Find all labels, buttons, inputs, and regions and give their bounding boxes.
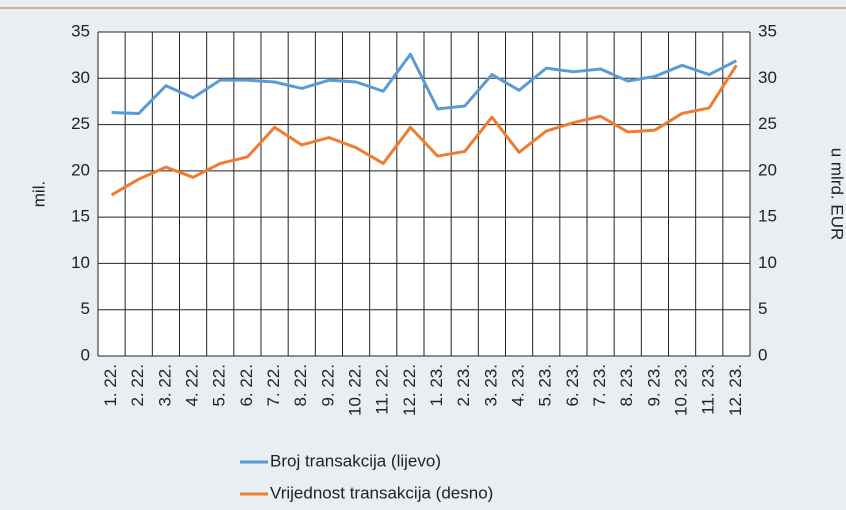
x-tick-label: 4. 23. [509,364,528,407]
y2-tick-label: 10 [758,253,777,272]
legend-label: Vrijednost transakcija (desno) [270,483,493,502]
x-tick-label: 11. 22. [373,364,392,415]
y2-tick-label: 25 [758,114,777,133]
y-tick-label: 0 [81,345,90,364]
x-tick-label: 2. 23. [454,364,473,407]
legend-label: Broj transakcija (lijevo) [270,451,441,470]
x-tick-label: 3. 22. [155,364,174,407]
x-tick-label: 9. 22. [318,364,337,407]
x-tick-label: 7. 22. [264,364,283,407]
x-tick-label: 5. 22. [210,364,229,407]
x-tick-label: 12. 22. [400,364,419,416]
y2-tick-label: 0 [758,345,767,364]
y2-tick-label: 30 [758,68,777,87]
x-tick-label: 4. 22. [183,364,202,407]
y-tick-label: 30 [71,68,90,87]
x-tick-label: 1. 23. [427,364,446,407]
x-tick-label: 12. 23. [726,364,745,416]
x-tick-label: 6. 23. [563,364,582,407]
y-tick-label: 10 [71,253,90,272]
x-tick-label: 10. 23. [672,364,691,416]
x-tick-label: 9. 23. [644,364,663,407]
x-tick-label: 8. 22. [291,364,310,407]
x-tick-label: 1. 22. [101,364,120,407]
x-tick-label: 6. 22. [237,364,256,407]
y2-axis-label: u mlrd. EUR [828,148,846,241]
x-tick-label: 5. 23. [536,364,555,407]
y-axis-label: mil. [29,181,48,207]
y-tick-label: 15 [71,207,90,226]
y2-tick-label: 5 [758,299,767,318]
y-tick-label: 5 [81,299,90,318]
series-line [111,52,738,115]
y-tick-label: 35 [71,21,90,40]
x-tick-label: 8. 23. [617,364,636,407]
x-tick-label: 7. 23. [590,364,609,407]
y2-tick-label: 35 [758,21,777,40]
x-tick-label: 2. 22. [128,364,147,407]
y2-tick-label: 15 [758,207,777,226]
x-tick-label: 11. 23. [699,364,718,415]
x-tick-label: 10. 22. [346,364,365,416]
y2-tick-label: 20 [758,160,777,179]
series-line [110,64,738,197]
y-tick-label: 20 [71,160,90,179]
y-tick-label: 25 [71,114,90,133]
x-tick-label: 3. 23. [481,364,500,407]
